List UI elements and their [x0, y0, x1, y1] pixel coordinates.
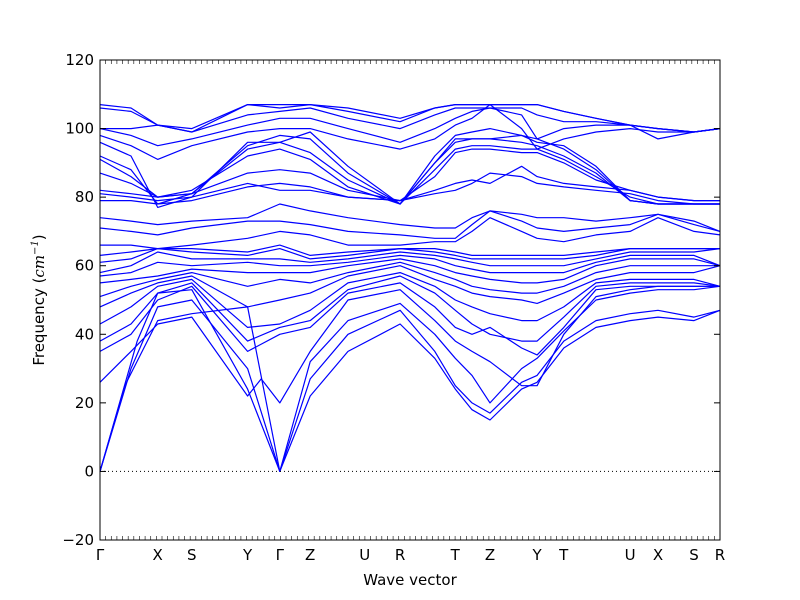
band-line: [99, 244, 720, 256]
x-tick-label: Γ: [96, 546, 105, 564]
x-tick-label: Z: [305, 546, 315, 564]
x-tick-label: Y: [242, 546, 253, 564]
band-line: [100, 107, 721, 133]
phonon-bands: [99, 103, 721, 472]
x-tick-label: S: [187, 546, 197, 564]
x-tick-label: U: [625, 546, 636, 564]
y-tick-label: 40: [75, 325, 94, 343]
y-tick-label: 120: [65, 51, 94, 69]
band-line: [99, 285, 720, 404]
band-line: [99, 258, 721, 284]
y-tick-label: 80: [75, 188, 94, 206]
band-line: [99, 103, 721, 133]
x-tick-label: X: [653, 546, 663, 564]
y-tick-label: 60: [75, 257, 94, 275]
x-tick-label: Γ: [276, 546, 285, 564]
band-line: [100, 217, 721, 250]
band-line: [99, 134, 720, 205]
band-line: [99, 203, 721, 232]
y-axis-title-unit: cm: [30, 255, 48, 278]
y-tick-label: −20: [62, 531, 94, 549]
x-tick-label: U: [359, 546, 370, 564]
band-line: [99, 210, 721, 239]
band-line: [100, 172, 720, 205]
band-line: [99, 282, 720, 356]
band-line: [99, 128, 720, 208]
band-line: [99, 248, 720, 263]
x-axis-title: Wave vector: [363, 571, 457, 589]
plot-frame: [99, 59, 721, 541]
band-line: [99, 107, 721, 147]
band-line: [99, 306, 721, 472]
x-tick-label: R: [715, 546, 725, 564]
x-tick-label: Y: [532, 546, 543, 564]
band-line: [99, 248, 721, 274]
x-tick-label: T: [450, 546, 461, 564]
x-tick-label: X: [153, 546, 163, 564]
y-axis-ticks: −20 0 20 40 60 80 100 120: [62, 51, 720, 549]
band-line: [99, 275, 721, 342]
x-tick-label: R: [395, 546, 405, 564]
y-axis-title-close: ): [30, 234, 48, 240]
band-line: [99, 254, 721, 277]
band-line: [99, 265, 721, 308]
band-line: [99, 148, 720, 202]
x-tick-label: S: [689, 546, 699, 564]
y-axis-title-main: Frequency (: [30, 278, 48, 366]
band-line: [99, 261, 720, 298]
y-tick-label: 100: [65, 120, 94, 138]
band-line: [99, 285, 721, 472]
y-tick-label: 20: [75, 394, 94, 412]
y-tick-label: 0: [84, 462, 94, 480]
x-tick-label: Z: [485, 546, 495, 564]
y-axis-title: Frequency (cm−1): [30, 234, 48, 365]
y-axis-title-exponent: −1: [30, 240, 41, 255]
band-line: [99, 272, 721, 328]
x-tick-label: T: [558, 546, 569, 564]
band-line: [99, 103, 721, 160]
